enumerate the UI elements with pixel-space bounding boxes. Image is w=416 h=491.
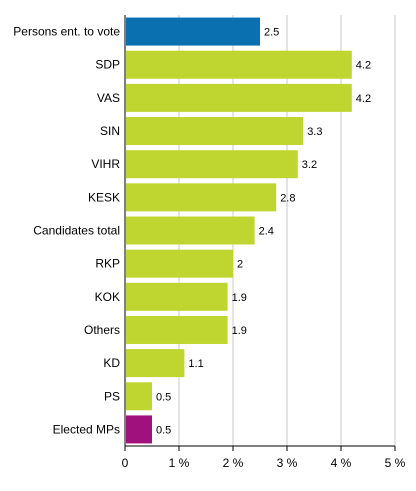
bar	[126, 183, 277, 212]
value-label: 3.2	[302, 159, 317, 171]
category-label: SDP	[95, 58, 120, 72]
value-label: 0.5	[156, 391, 171, 403]
labels: Persons ent. to vote 2.5 SDP 4.2 VAS 4.2 SIN 3.…	[13, 25, 371, 437]
bar	[126, 17, 260, 46]
value-label: 0.5	[156, 424, 171, 436]
value-label: 4.2	[356, 93, 371, 105]
bar	[126, 216, 255, 245]
bar	[126, 117, 304, 146]
category-label: KOK	[95, 290, 120, 304]
x-tick-label: 0	[122, 456, 129, 470]
x-tick-label: 5 %	[385, 456, 406, 470]
bar	[126, 415, 152, 444]
value-label: 1.1	[188, 358, 203, 370]
x-tick-label: 2 %	[223, 456, 244, 470]
category-label: Persons ent. to vote	[13, 25, 120, 39]
category-label: VIHR	[91, 157, 120, 171]
bar	[126, 249, 233, 278]
category-label: Candidates total	[33, 224, 120, 238]
value-label: 3.3	[307, 126, 322, 138]
value-label: 2.8	[280, 192, 295, 204]
bar	[126, 50, 352, 79]
bar	[126, 382, 152, 411]
category-label: Elected MPs	[53, 422, 120, 436]
bars	[126, 17, 352, 444]
x-tick-label: 3 %	[277, 456, 298, 470]
category-label: SIN	[100, 124, 120, 138]
bar	[126, 150, 298, 179]
bar	[126, 282, 228, 311]
value-label: 1.9	[232, 325, 247, 337]
value-label: 1.9	[232, 292, 247, 304]
value-label: 4.2	[356, 60, 371, 72]
category-label: KESK	[88, 190, 120, 204]
bar	[126, 83, 352, 112]
category-label: RKP	[95, 257, 120, 271]
x-axis: 0 1 % 2 % 3 % 4 % 5 %	[122, 15, 406, 470]
category-label: PS	[104, 389, 120, 403]
category-label: KD	[103, 356, 120, 370]
bar	[126, 315, 228, 344]
x-tick-label: 1 %	[169, 456, 190, 470]
value-label: 2.5	[264, 27, 279, 39]
x-tick-label: 4 %	[331, 456, 352, 470]
value-label: 2.4	[259, 226, 274, 238]
bar	[126, 349, 185, 378]
category-label: Others	[84, 323, 120, 337]
value-label: 2	[237, 259, 243, 271]
category-label: VAS	[97, 91, 120, 105]
